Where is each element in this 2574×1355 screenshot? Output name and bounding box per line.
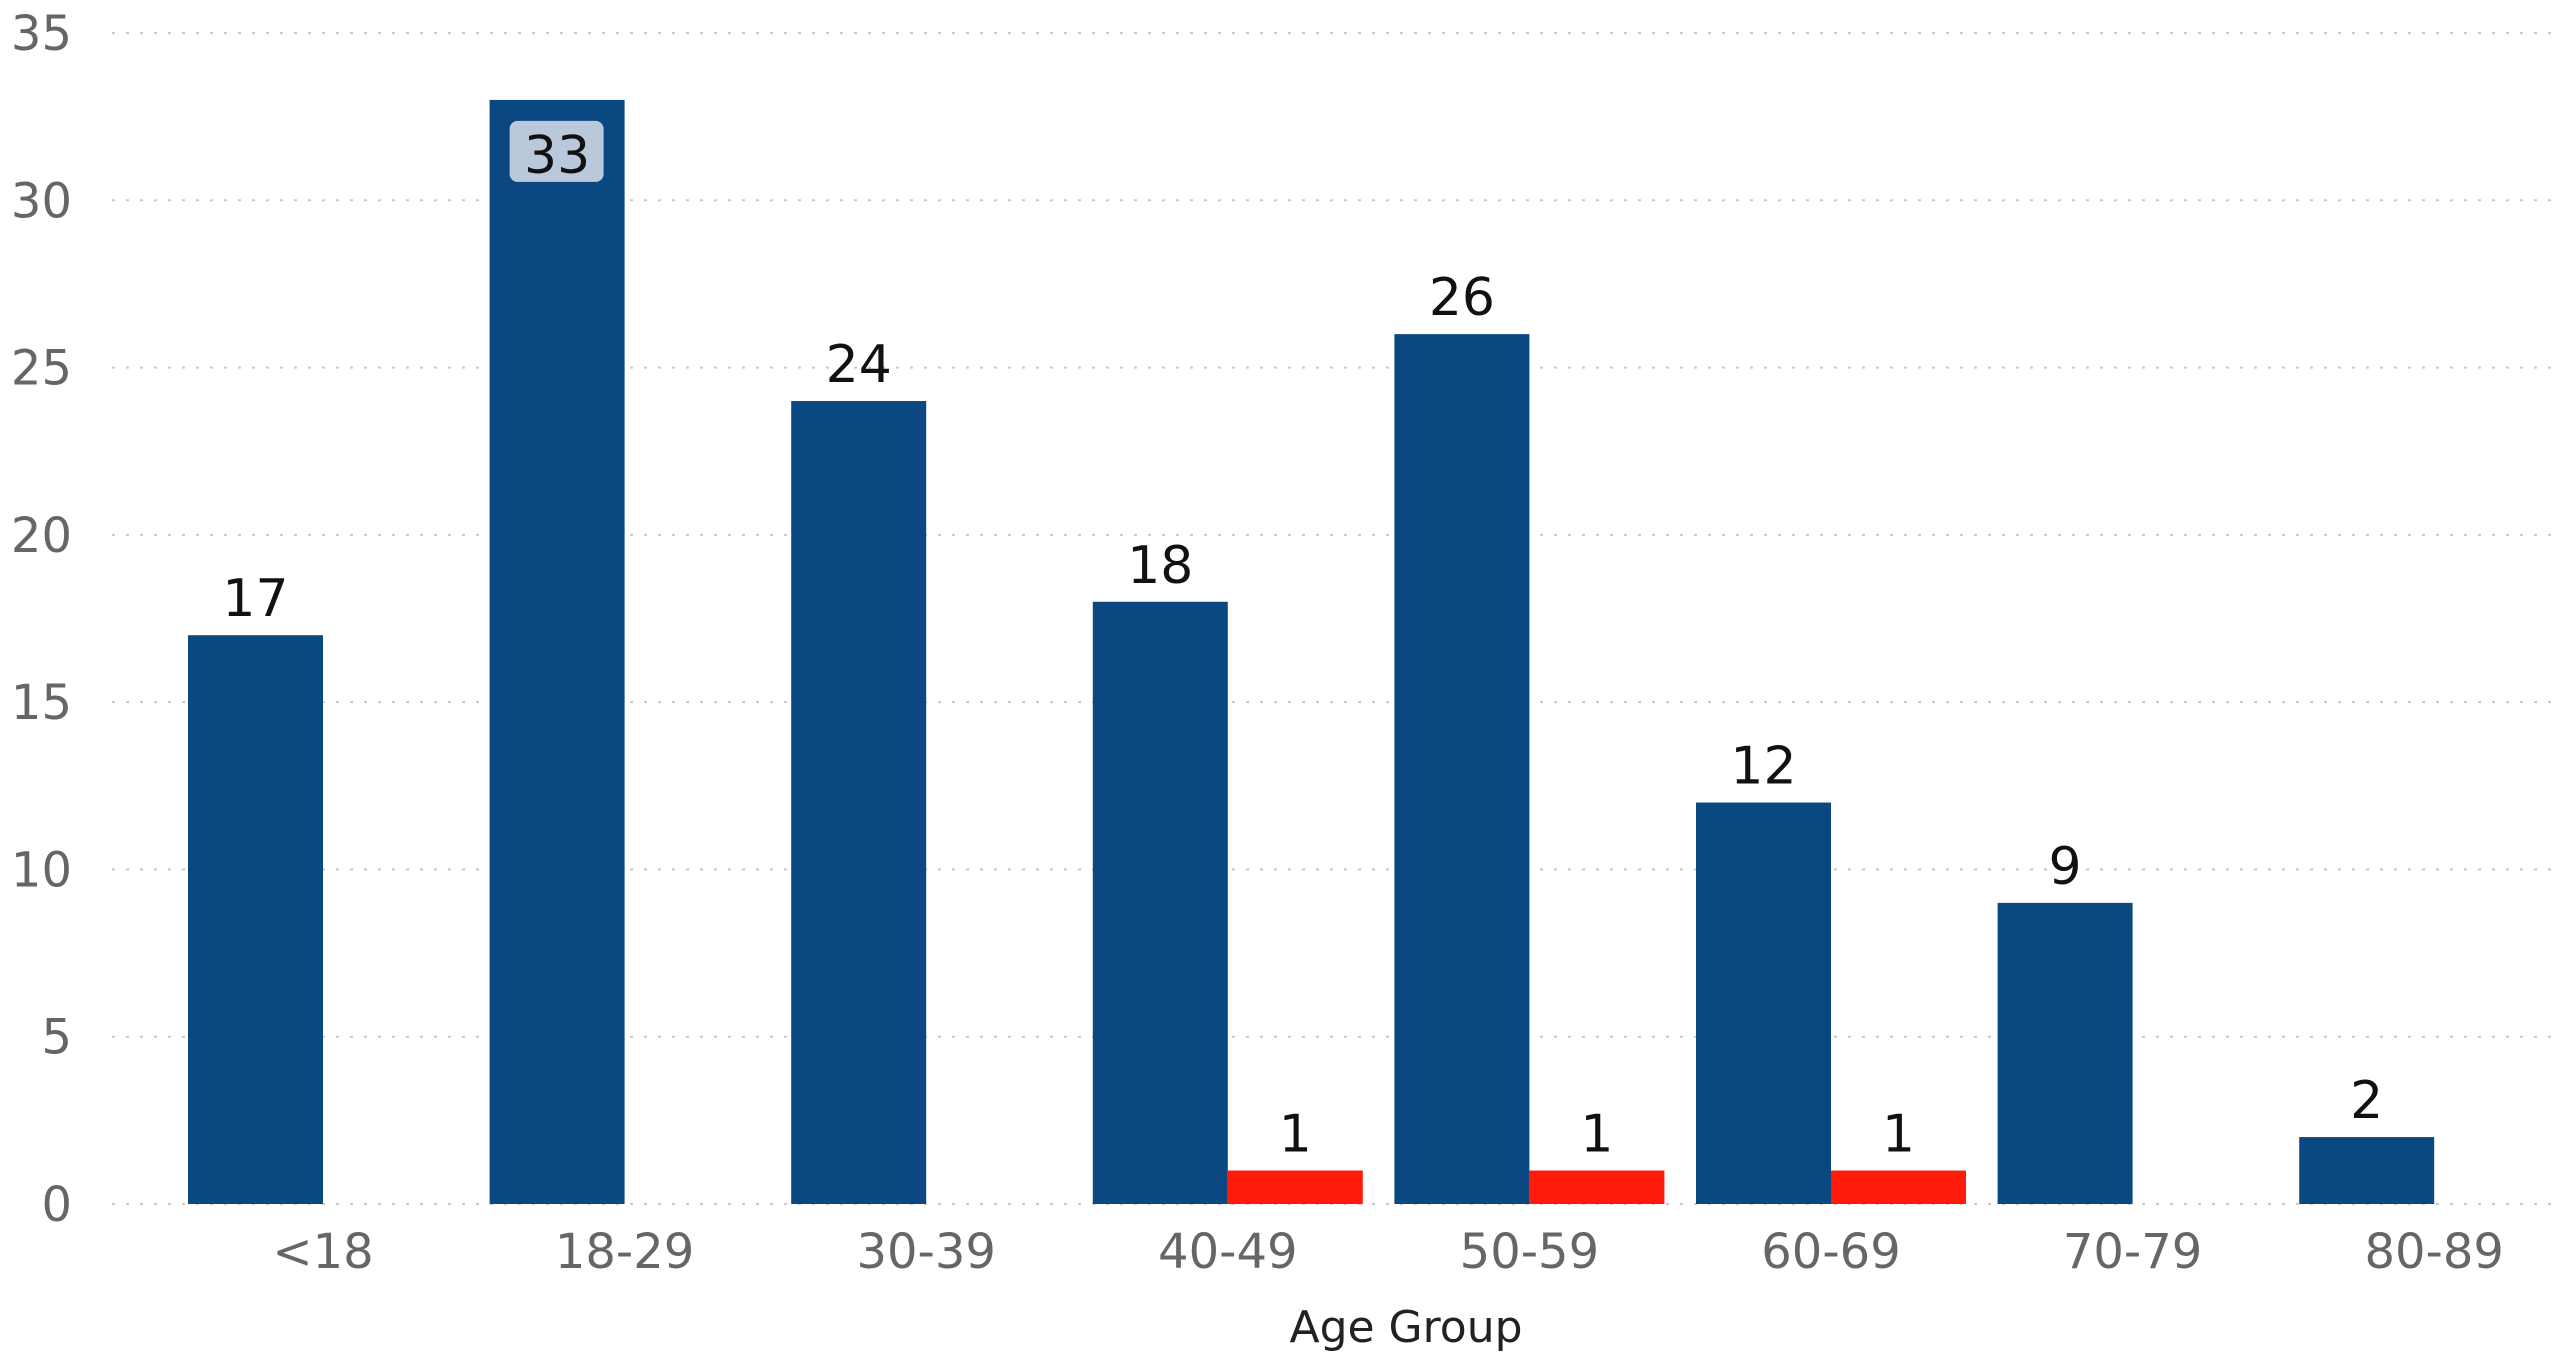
secondary-series-bar [1227,1170,1363,1204]
x-axis-title: Age Group [1289,1302,1522,1353]
axis-layer: 0 5 10 15 20 25 30 35 <18 18-29 30-39 40-49 50-59 60-… [11,6,2504,1280]
bar-layer [188,99,2435,1205]
secondary-value-label: 1 [1882,1105,1915,1165]
primary-value-label: 33 [524,126,590,186]
primary-value-label: 2 [2350,1071,2383,1131]
x-tick-label: 70-79 [2063,1224,2202,1280]
y-tick-label: 20 [11,508,72,564]
primary-series-bar [1696,802,1831,1204]
y-tick-label: 35 [11,6,72,62]
primary-series-bar [489,99,625,1204]
secondary-value-label: 1 [1279,1105,1312,1165]
y-tick-label: 0 [41,1177,72,1233]
secondary-series-bar [1831,1170,1966,1204]
primary-value-label: 26 [1429,268,1495,328]
primary-series-bar [1092,601,1228,1204]
label-layer: 17 33 24 18 26 12 9 2 1 1 1 [222,120,2383,1165]
primary-value-label: 9 [2049,837,2082,897]
primary-value-label: 12 [1730,737,1796,797]
x-tick-label: 80-89 [2364,1224,2503,1280]
primary-series-bar [2299,1137,2435,1204]
y-tick-label: 30 [11,173,72,229]
grid-layer [112,32,2562,1205]
highlight-label-background [509,120,604,182]
y-tick-label: 10 [11,842,72,898]
secondary-value-label: 1 [1580,1105,1613,1165]
x-tick-label: 18-29 [555,1224,694,1280]
primary-value-label: 18 [1127,536,1193,596]
x-tick-label: 50-59 [1460,1224,1599,1280]
secondary-series-bar [1529,1170,1665,1204]
x-tick-label: 60-69 [1761,1224,1900,1280]
x-tick-label: 40-49 [1158,1224,1297,1280]
x-tick-label: <18 [272,1224,373,1280]
y-tick-label: 5 [41,1010,72,1066]
primary-series-bar [188,635,323,1204]
primary-series-bar [1997,902,2133,1204]
primary-series-bar [791,401,927,1204]
primary-series-bar [1394,334,1530,1205]
y-tick-label: 25 [11,341,72,397]
primary-value-label: 24 [826,335,892,395]
x-tick-label: 30-39 [856,1224,995,1280]
y-tick-label: 15 [11,675,72,731]
primary-value-label: 17 [222,569,288,629]
